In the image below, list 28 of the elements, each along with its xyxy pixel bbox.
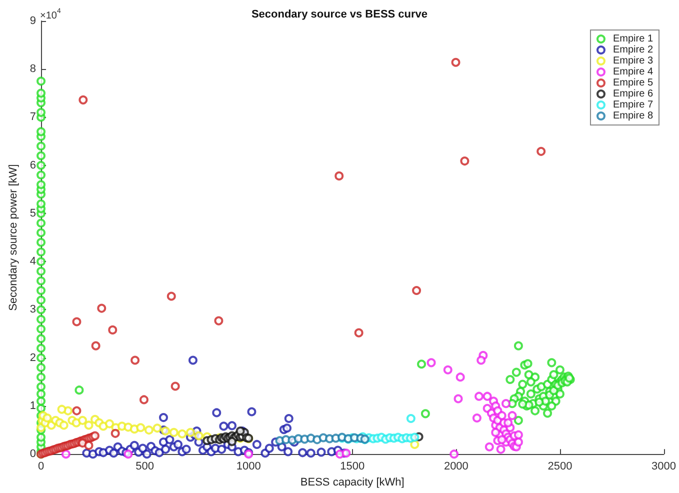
- chart-title: Secondary source vs BESS curve: [251, 8, 428, 20]
- x-tick-label: 3000: [652, 460, 676, 473]
- x-tick-label: 1000: [236, 460, 261, 473]
- x-tick-label: 2500: [548, 460, 572, 473]
- y-axis-title: Secondary source power [kW]: [8, 164, 20, 311]
- legend-label: Empire 1: [612, 34, 654, 44]
- legend-label: Empire 6: [612, 88, 654, 100]
- x-tick-label: 2000: [444, 460, 468, 473]
- y-tick-label: 5: [30, 207, 36, 220]
- x-tick-label: 1500: [340, 460, 365, 473]
- y-tick-label: 1: [30, 400, 36, 412]
- legend-label: Empire 4: [612, 66, 654, 78]
- x-tick-label: 500: [136, 460, 154, 473]
- x-axis-title: BESS capacity [kWh]: [300, 476, 404, 488]
- y-tick-label: 9: [30, 15, 36, 27]
- y-tick-label: 4: [30, 256, 36, 268]
- x-tick-label: 0: [38, 460, 44, 473]
- y-tick-label: 3: [30, 304, 36, 316]
- legend-label: Empire 2: [612, 44, 654, 56]
- y-tick-label: 6: [30, 159, 36, 172]
- legend-label: Empire 3: [612, 56, 654, 66]
- legend-label: Empire 7: [612, 100, 654, 110]
- legend-label: Empire 8: [612, 110, 654, 122]
- y-tick-label: 7: [30, 111, 36, 124]
- y-tick-label: 0: [30, 448, 36, 460]
- y-tick-label: 2: [30, 352, 36, 364]
- legend-label: Empire 5: [612, 78, 654, 88]
- y-tick-label: 8: [30, 63, 36, 76]
